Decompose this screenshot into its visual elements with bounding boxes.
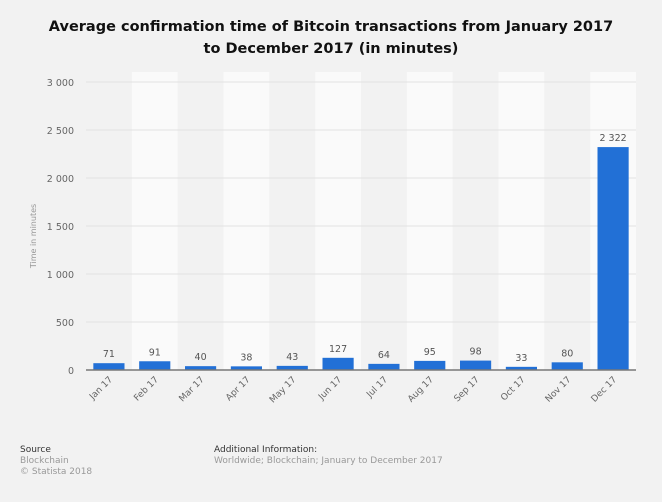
x-tick-label: Aug 17 — [406, 375, 436, 405]
chart-title-line-2: to December 2017 (in minutes) — [203, 41, 459, 57]
bar — [230, 366, 262, 370]
y-tick-label: 2 500 — [47, 126, 74, 137]
data-label: 40 — [195, 352, 207, 363]
y-tick-label: 0 — [68, 366, 74, 377]
copyright-line: © Statista 2018 — [20, 467, 93, 477]
bar — [597, 147, 629, 370]
bar — [551, 362, 583, 370]
source-block: Source Blockchain © Statista 2018 — [20, 445, 92, 478]
x-tick-label: Nov 17 — [544, 375, 574, 405]
x-tick-label: Apr 17 — [224, 375, 252, 403]
source-heading: Source — [20, 445, 51, 455]
y-tick-label: 1 000 — [47, 270, 74, 281]
x-tick-label: Dec 17 — [590, 375, 620, 405]
bar — [139, 361, 171, 370]
chart-title-line-1: Average confirmation time of Bitcoin tra… — [48, 19, 614, 35]
x-tick-label: Jun 17 — [316, 375, 344, 403]
column-band — [315, 72, 361, 370]
column-band — [223, 72, 270, 370]
source-line: Blockchain — [20, 456, 69, 466]
x-tick-label: Jan 17 — [87, 375, 115, 403]
x-tick-label: Oct 17 — [499, 375, 527, 403]
bar — [322, 357, 354, 370]
data-label: 91 — [149, 347, 161, 358]
x-tick-label: Mar 17 — [178, 375, 207, 404]
bar — [368, 363, 400, 370]
column-band — [498, 72, 545, 370]
bar — [185, 366, 217, 370]
additional-info-block: Additional Information: Worldwide; Block… — [214, 445, 443, 467]
y-tick-label: 3 000 — [47, 78, 74, 89]
data-label: 98 — [470, 347, 482, 358]
column-band — [131, 72, 178, 370]
data-label: 38 — [240, 352, 252, 363]
data-label: 71 — [103, 349, 115, 360]
x-tick-label: Sep 17 — [453, 375, 482, 404]
bar — [276, 365, 308, 370]
x-tick-label: May 17 — [268, 375, 298, 405]
bar — [460, 360, 492, 370]
data-label: 127 — [329, 344, 347, 355]
y-tick-label: 500 — [56, 318, 74, 329]
data-label: 43 — [286, 352, 298, 363]
x-tick-label: Jul 17 — [364, 375, 390, 401]
additional-info-heading: Additional Information: — [214, 445, 318, 455]
bar — [414, 360, 446, 370]
y-tick-label: 1 500 — [47, 222, 74, 233]
y-tick-label: 2 000 — [47, 174, 74, 185]
additional-info-text: Worldwide; Blockchain; January to Decemb… — [214, 456, 443, 466]
column-band — [406, 72, 453, 370]
data-label: 80 — [561, 348, 573, 359]
bar — [505, 366, 537, 370]
data-label: 64 — [378, 350, 390, 361]
data-label: 2 322 — [599, 133, 626, 144]
bar-chart: 0 500 1 000 1 500 2 000 2 500 3 000 Time in min… — [29, 72, 636, 406]
bar — [93, 363, 125, 370]
x-tick-label: Feb 17 — [132, 375, 160, 403]
y-axis-label: Time in minutes — [29, 204, 38, 269]
chart-title: Average confirmation time of Bitcoin tra… — [0, 16, 662, 60]
data-label: 95 — [424, 347, 436, 358]
data-label: 33 — [515, 353, 527, 364]
